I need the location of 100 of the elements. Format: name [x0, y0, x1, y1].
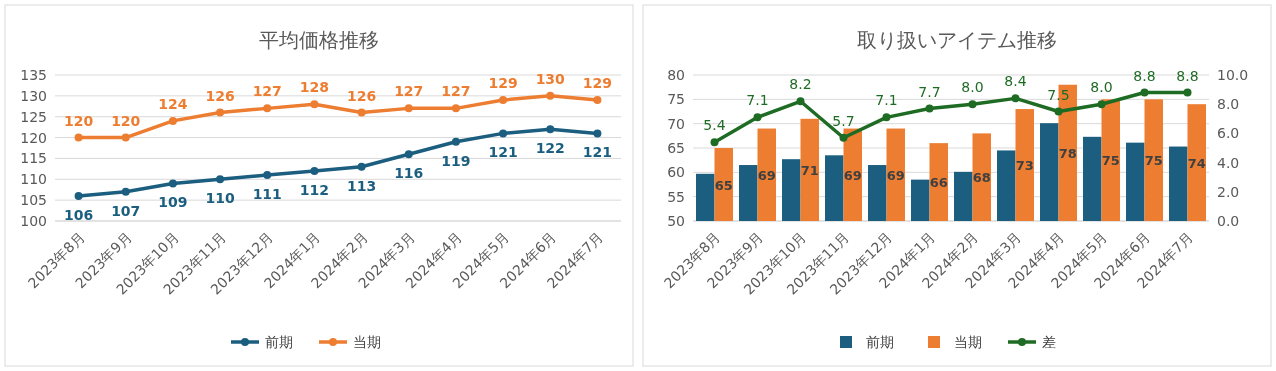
data-label: 65	[714, 177, 733, 193]
data-label: 7.5	[1047, 86, 1070, 103]
point	[168, 179, 177, 188]
y-tick-label: 65	[667, 140, 685, 156]
point	[925, 104, 934, 113]
legend-label: 前期	[866, 334, 894, 350]
y-tick-label: 70	[667, 115, 685, 132]
chart-title: 平均価格推移	[259, 28, 379, 52]
data-label: 116	[394, 165, 424, 182]
legend-label: 当期	[353, 334, 381, 350]
data-label: 8.8	[1176, 67, 1199, 84]
y2-tick-label: 6.0	[1217, 125, 1240, 142]
y-tick-label: 75	[667, 91, 685, 108]
y-tick-label: 80	[667, 67, 685, 83]
point	[839, 133, 848, 142]
point	[404, 104, 413, 113]
data-label: 127	[394, 83, 424, 100]
y2-tick-label: 2.0	[1217, 183, 1240, 200]
data-label: 107	[111, 202, 141, 219]
point	[546, 91, 555, 100]
y-tick-label: 60	[667, 164, 685, 181]
data-label: 126	[346, 87, 377, 104]
y-tick-label: 110	[20, 171, 47, 188]
data-label: 120	[63, 112, 94, 129]
data-label: 127	[441, 83, 471, 100]
data-label: 106	[63, 206, 94, 223]
data-label: 121	[488, 144, 518, 161]
point	[753, 113, 762, 122]
data-label: 5.4	[703, 117, 726, 134]
data-label: 73	[1015, 158, 1034, 174]
data-label: 66	[929, 175, 948, 191]
chart-title: 取り扱いアイテム推移	[857, 28, 1057, 52]
point	[1011, 94, 1020, 103]
point	[1140, 88, 1149, 97]
data-label: 8.8	[1133, 67, 1156, 84]
point	[593, 129, 602, 138]
data-label: 120	[111, 112, 141, 129]
data-label: 129	[488, 75, 518, 92]
y-tick-label: 125	[20, 108, 47, 125]
point	[451, 104, 460, 113]
data-label: 69	[843, 167, 862, 183]
legend-label: 前期	[265, 334, 293, 350]
point	[310, 166, 319, 175]
point	[499, 96, 508, 105]
point	[357, 162, 366, 171]
data-label: 75	[1101, 153, 1120, 169]
point	[451, 137, 460, 146]
point	[1183, 88, 1192, 97]
point	[216, 108, 225, 117]
y-tick-label: 130	[20, 87, 47, 104]
point	[263, 104, 272, 113]
data-label: 130	[535, 70, 566, 87]
point	[310, 100, 319, 109]
data-label: 8.4	[1004, 73, 1027, 90]
data-label: 127	[252, 83, 282, 100]
point	[263, 171, 272, 180]
data-label: 68	[972, 170, 991, 186]
point	[1097, 100, 1106, 109]
data-label: 7.1	[875, 92, 898, 109]
data-label: 119	[441, 152, 471, 169]
point	[593, 96, 602, 105]
point	[216, 175, 225, 184]
point	[546, 125, 555, 134]
point	[121, 133, 130, 142]
point	[121, 187, 130, 196]
point	[1054, 107, 1063, 116]
y-tick-label: 55	[667, 188, 685, 205]
legend-label: 当期	[954, 334, 982, 350]
data-label: 128	[299, 79, 330, 96]
y2-tick-label: 10.0	[1217, 67, 1249, 83]
legend-label: 差	[1042, 334, 1056, 350]
point	[168, 116, 177, 125]
data-label: 74	[1187, 155, 1206, 171]
data-label: 111	[252, 186, 282, 203]
data-label: 71	[800, 162, 819, 178]
data-label: 8.0	[961, 79, 984, 96]
point	[357, 108, 366, 117]
point	[74, 133, 83, 142]
data-label: 7.1	[746, 92, 769, 109]
data-label: 112	[299, 181, 330, 198]
y-tick-label: 135	[20, 67, 47, 83]
data-label: 8.0	[1090, 79, 1113, 96]
data-label: 5.7	[832, 112, 855, 129]
point	[74, 191, 83, 200]
y-tick-label: 115	[20, 150, 47, 167]
data-label: 75	[1144, 153, 1163, 169]
data-label: 129	[582, 75, 613, 92]
data-label: 124	[158, 95, 188, 112]
data-label: 113	[346, 177, 377, 194]
y2-tick-label: 8.0	[1217, 96, 1240, 113]
point	[404, 150, 413, 159]
y2-tick-label: 4.0	[1217, 154, 1240, 171]
data-label: 78	[1058, 145, 1077, 161]
data-label: 122	[535, 140, 565, 157]
y-tick-label: 50	[667, 213, 685, 229]
data-label: 69	[757, 167, 776, 183]
data-label: 126	[205, 87, 235, 104]
data-label: 121	[582, 144, 613, 161]
data-label: 109	[158, 194, 188, 211]
data-label: 110	[205, 190, 235, 207]
